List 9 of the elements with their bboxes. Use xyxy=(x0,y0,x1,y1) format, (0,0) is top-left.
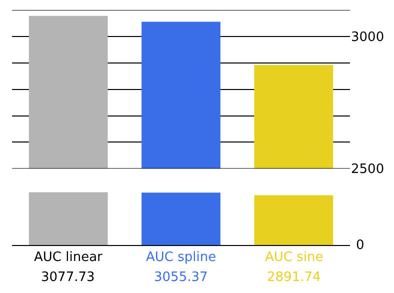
y-tick-label: 3000 xyxy=(351,30,384,45)
category-label: AUC spline xyxy=(146,250,216,265)
data-label: 3055.37 xyxy=(154,270,208,285)
y-tick-label: 2500 xyxy=(351,162,384,178)
text: 0 xyxy=(356,238,364,253)
category-label: AUC sine xyxy=(265,250,324,265)
category-label: AUC linear xyxy=(34,250,102,265)
data-label: 2891.74 xyxy=(267,270,321,285)
data-label: 3077.73 xyxy=(41,270,95,285)
